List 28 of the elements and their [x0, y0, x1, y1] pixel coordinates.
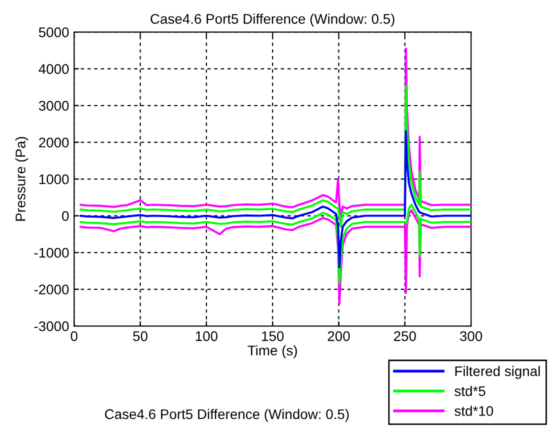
legend-label: Filtered signal	[455, 366, 540, 379]
line-series	[80, 209, 472, 306]
y-tick-label: -3000	[34, 321, 69, 332]
x-axis-title: Time (s)	[248, 345, 297, 358]
x-tick-label: 200	[328, 331, 350, 342]
y-tick-label: 0	[62, 211, 69, 221]
y-tick-label: 1000	[39, 174, 69, 184]
chart-title: Case4.6 Port5 Difference (Window: 0.5)	[150, 14, 394, 27]
y-tick-label: 5000	[38, 27, 69, 38]
y-tick-label: 3000	[38, 100, 69, 111]
y-tick-label: -2000	[34, 284, 69, 294]
legend-label: std*5	[454, 386, 486, 396]
y-axis-title: Pressure (Pa)	[15, 137, 28, 221]
line-series	[80, 84, 472, 228]
line-series	[80, 130, 472, 268]
x-tick-label: 100	[196, 331, 218, 342]
x-tick-label: 300	[460, 331, 482, 342]
text: Case4.6 Port5 Difference (Window: 0.5)	[105, 408, 349, 422]
x-tick-label: 50	[133, 331, 148, 342]
x-tick-label: 250	[394, 331, 416, 342]
y-tick-label: 4000	[38, 64, 69, 74]
y-tick-label: -1000	[34, 248, 69, 258]
line-series	[80, 48, 472, 220]
x-tick-label: 150	[262, 331, 284, 342]
line-series	[80, 204, 472, 285]
x-tick-label: 0	[70, 331, 78, 342]
legend-label: std*10	[454, 406, 494, 416]
y-tick-label: 2000	[39, 138, 69, 148]
